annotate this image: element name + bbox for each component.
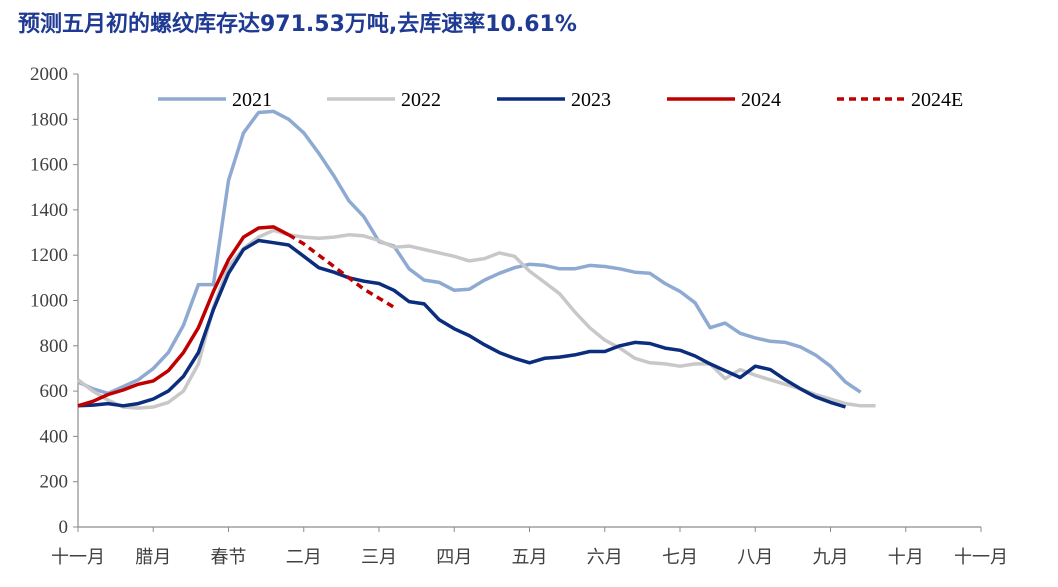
y-tick-label: 1400	[30, 200, 68, 221]
y-tick-label: 2000	[30, 64, 68, 85]
x-tick-label: 十月	[888, 547, 924, 568]
x-tick-label: 二月	[286, 547, 322, 568]
y-tick-label: 200	[40, 472, 69, 493]
x-tick-label: 十一月	[954, 547, 1008, 568]
y-tick-label: 1200	[30, 245, 68, 266]
y-tick-label: 600	[40, 381, 69, 402]
x-tick-label: 八月	[737, 547, 773, 568]
y-tick-label: 400	[40, 426, 69, 447]
series-line-2022	[76, 228, 876, 410]
x-tick-label: 七月	[662, 547, 698, 568]
series-lines	[76, 109, 876, 410]
legend-label-2022: 2022	[401, 89, 441, 111]
x-tick-label: 五月	[512, 547, 548, 568]
y-tick-label: 1000	[30, 291, 68, 312]
legend-label-2023: 2023	[571, 89, 611, 111]
x-tick-label: 三月	[361, 547, 397, 568]
y-tick-label: 1600	[30, 155, 68, 176]
series-line-2024E	[287, 233, 395, 309]
y-tick-label: 1800	[30, 109, 68, 130]
chart-title: 预测五月初的螺纹库存达971.53万吨,去库速率10.61%	[18, 12, 577, 37]
series-line-2024	[77, 225, 290, 408]
legend-label-2021: 2021	[232, 89, 272, 111]
x-tick-label: 四月	[436, 547, 472, 568]
series-line-2021	[77, 109, 862, 396]
y-tick-label: 0	[59, 517, 69, 538]
x-tick-label: 春节	[211, 547, 247, 568]
series-line-2023	[77, 238, 847, 409]
legend: 2021 2022 2023 2024 2024E	[158, 89, 963, 111]
x-tick-label: 九月	[813, 547, 849, 568]
x-tick-label: 六月	[587, 547, 623, 568]
axes: 0 200 400 600 800 1000 1200 1400 1600 1800 2000 十一月…	[30, 64, 1008, 568]
legend-label-2024: 2024	[741, 89, 781, 111]
x-tick-label: 腊月	[135, 547, 171, 568]
legend-label-2024E: 2024E	[911, 89, 963, 111]
y-tick-label: 800	[40, 336, 69, 357]
x-tick-label: 十一月	[51, 547, 105, 568]
